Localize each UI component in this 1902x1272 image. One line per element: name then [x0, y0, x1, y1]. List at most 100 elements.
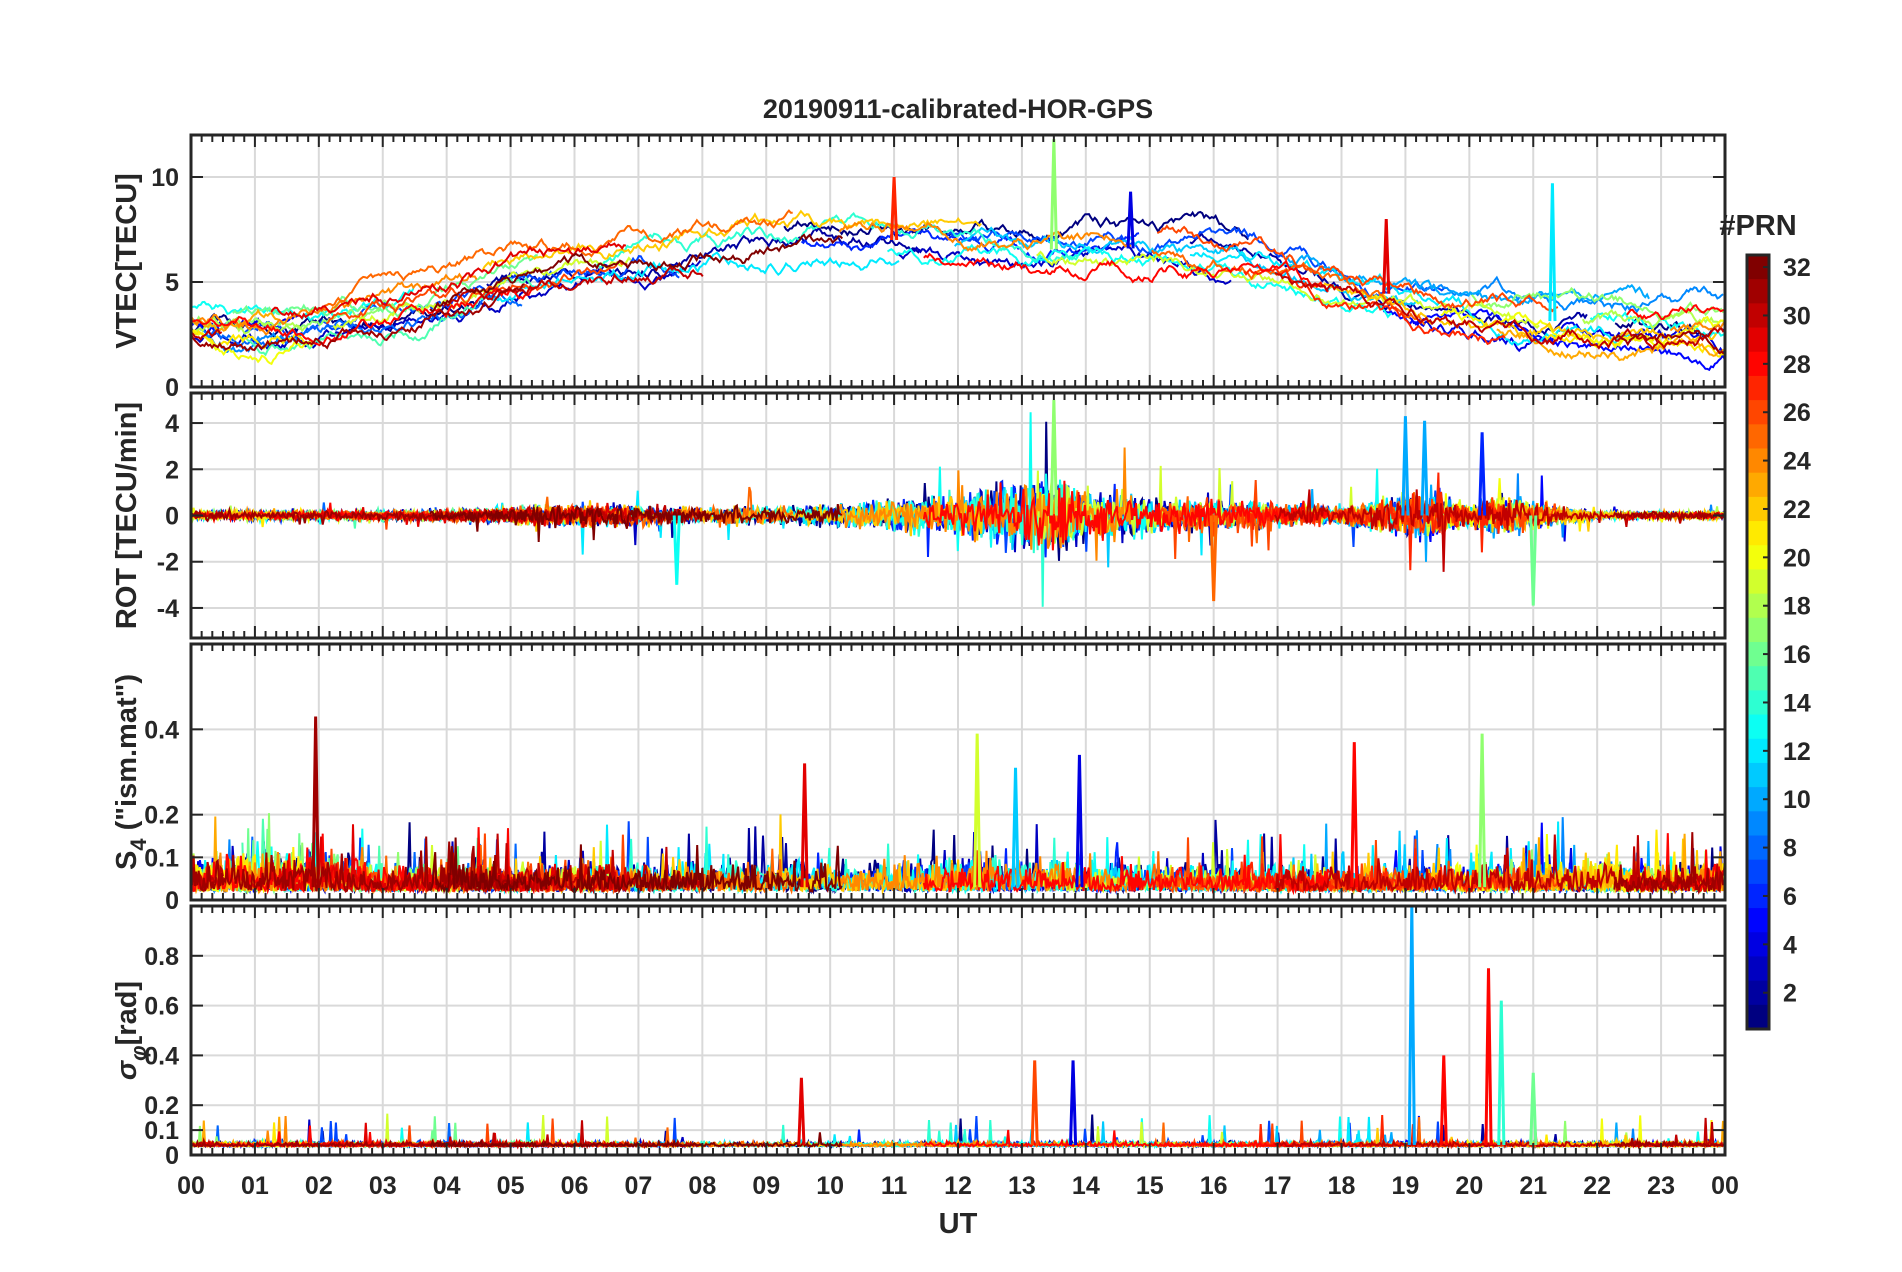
colorbar-tick-label: 8: [1783, 835, 1797, 863]
x-tick-label: 20: [1455, 1172, 1483, 1200]
colorbar-tick-label: 32: [1783, 254, 1811, 282]
colorbar-swatch: [1747, 279, 1769, 304]
spike-prn-28: [1439, 1055, 1448, 1146]
colorbar-swatch: [1747, 617, 1769, 643]
colorbar-tick-label: 30: [1783, 302, 1811, 330]
spike-prn-11: [1011, 767, 1020, 888]
y-tick-label: 0.8: [144, 943, 179, 971]
y-tick-label: 0: [165, 503, 179, 531]
prn-30-series: [443, 265, 704, 308]
y-tick-label: 0.4: [144, 1042, 179, 1070]
spike-prn-4: [1068, 1060, 1078, 1146]
y-tick-label: 0: [165, 887, 179, 915]
panel-sigma_phi: 00.10.2 0.4 0.6 0.8 σφ[rad]: [111, 904, 1727, 1170]
y-tick-label: 2: [165, 456, 179, 484]
x-tick-label: 04: [433, 1172, 461, 1200]
x-tick-label: 22: [1583, 1172, 1611, 1200]
x-tick-label: 14: [1072, 1172, 1100, 1200]
y-tick-label: 0: [165, 374, 179, 402]
y-axis-label: σφ[rad]: [111, 981, 151, 1080]
x-tick-label: 12: [944, 1172, 972, 1200]
prn-26-series: [1156, 224, 1559, 313]
colorbar-swatch: [1747, 545, 1769, 571]
prn-21-series: [1544, 332, 1725, 358]
spike-prn-10: [1420, 420, 1429, 516]
y-axis-label-sub: φ: [126, 1045, 151, 1060]
colorbar-tick-label: 24: [1783, 448, 1811, 476]
colorbar-tick-label: 28: [1783, 351, 1811, 379]
y-tick-label: 0: [165, 1142, 179, 1170]
spike-prn-6: [1478, 432, 1487, 516]
colorbar-swatch: [1747, 448, 1769, 474]
x-axis-ticks: 00 01 02 03 04 05 06 07 08 09 10 11 12 13 14 15 16 17 18 19…: [177, 1172, 1739, 1200]
colorbar-swatch: [1747, 424, 1769, 450]
x-axis-label: UT: [939, 1208, 978, 1240]
prn-22-series: [1312, 282, 1718, 347]
prn-30-series: [191, 327, 223, 341]
y-tick-label: 10: [151, 164, 179, 192]
x-tick-label: 19: [1392, 1172, 1420, 1200]
colorbar-swatch: [1747, 811, 1769, 837]
x-tick-label: 05: [497, 1172, 525, 1200]
colorbar-swatch: [1747, 908, 1769, 933]
prn-1-series: [783, 210, 1249, 245]
prn-20-series: [191, 329, 313, 366]
prn-26-series: [325, 259, 628, 325]
colorbar-swatch: [1747, 400, 1769, 425]
prn-30-series: [1274, 834, 1725, 895]
series-group: [191, 813, 1725, 896]
colorbar-swatch: [1747, 883, 1769, 909]
colorbar-swatch: [1747, 569, 1769, 595]
x-tick-label: 06: [561, 1172, 589, 1200]
colorbar-swatch: [1747, 714, 1769, 740]
x-tick-label: 13: [1008, 1172, 1036, 1200]
x-tick-label: 00: [1711, 1172, 1739, 1200]
prn-12-series: [486, 251, 900, 303]
prn-31-series: [1614, 509, 1725, 523]
prn-31-series: [1613, 1137, 1725, 1150]
colorbar-swatch: [1747, 375, 1769, 401]
x-tick-label: 18: [1328, 1172, 1356, 1200]
prn-21-series: [191, 329, 315, 350]
colorbar-swatch: [1747, 738, 1769, 764]
x-tick-label: 07: [625, 1172, 653, 1200]
spike-prn-25: [1209, 515, 1218, 602]
colorbar-swatch: [1747, 787, 1769, 812]
prn-23-series: [191, 308, 284, 334]
colorbar-swatch: [1747, 472, 1769, 498]
colorbar-swatch: [1747, 593, 1769, 619]
colorbar-swatch: [1747, 762, 1769, 788]
x-tick-marks: [190, 644, 1726, 900]
y-axis-label-rest: [rad]: [111, 981, 143, 1045]
spike-prn-12: [1548, 183, 1557, 322]
spike-prn-10: [1401, 416, 1410, 516]
colorbar-swatch: [1747, 932, 1769, 958]
colorbar-swatch: [1747, 521, 1769, 546]
y-tick-label: 0.4: [144, 716, 179, 744]
x-tick-marks: [190, 906, 1726, 1155]
prn-28-series: [922, 834, 1330, 896]
spike-prn-4: [1075, 754, 1084, 888]
colorbar-swatch: [1747, 666, 1769, 691]
spike-prn-14: [1497, 1000, 1506, 1146]
x-tick-label: 01: [241, 1172, 269, 1200]
colorbar-tick-label: 2: [1783, 980, 1797, 1008]
spike-prn-29: [1382, 218, 1391, 294]
colorbar-tick-label: 4: [1783, 931, 1797, 959]
x-tick-label: 03: [369, 1172, 397, 1200]
peak-spikes: [311, 716, 1487, 888]
y-tick-label: 4: [165, 410, 179, 438]
peak-spikes: [890, 139, 1557, 322]
prn-14-series: [596, 211, 1079, 271]
y-tick-label: 0.2: [144, 802, 179, 830]
prn-28-series: [191, 286, 535, 347]
colorbar-swatch: [1747, 255, 1769, 280]
x-tick-label: 10: [816, 1172, 844, 1200]
prn-24-series: [838, 221, 1132, 252]
series-group: [191, 412, 1725, 607]
colorbar-swatch: [1747, 496, 1769, 522]
spike-prn-26: [1030, 1060, 1039, 1146]
colorbar-frame: [1745, 253, 1771, 1031]
